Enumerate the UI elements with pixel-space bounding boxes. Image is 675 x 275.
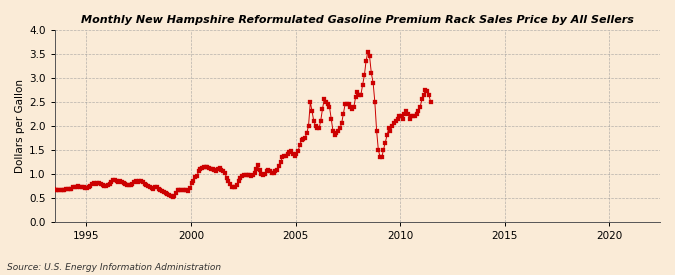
Title: Monthly New Hampshire Reformulated Gasoline Premium Rack Sales Price by All Sell: Monthly New Hampshire Reformulated Gasol… — [81, 15, 634, 25]
Text: Source: U.S. Energy Information Administration: Source: U.S. Energy Information Administ… — [7, 263, 221, 272]
Y-axis label: Dollars per Gallon: Dollars per Gallon — [15, 79, 25, 173]
